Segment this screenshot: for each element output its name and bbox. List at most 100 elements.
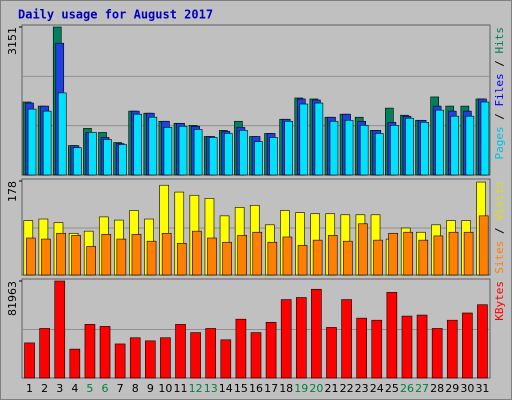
x-tick-label: 21 <box>324 382 338 395</box>
bar <box>71 235 81 276</box>
bar <box>373 239 383 276</box>
bar <box>388 232 398 276</box>
legend-separator: / <box>493 221 506 241</box>
chart-title: Daily usage for August 2017 <box>18 8 213 22</box>
bar <box>448 231 459 276</box>
bar <box>435 109 444 176</box>
bar <box>208 137 218 176</box>
bar <box>386 292 398 379</box>
bar <box>343 240 353 276</box>
x-tick-label: 30 <box>460 382 474 395</box>
bar <box>178 126 188 176</box>
bar <box>131 234 142 276</box>
bar <box>314 102 324 176</box>
bar <box>344 119 354 176</box>
bar <box>237 235 247 276</box>
bar <box>297 245 308 276</box>
bar <box>359 125 369 176</box>
bar <box>39 328 50 379</box>
bar <box>356 317 367 379</box>
bar <box>462 312 473 379</box>
x-tick-label: 6 <box>102 382 109 395</box>
bar <box>267 241 278 276</box>
bar <box>56 232 66 276</box>
bar <box>222 241 232 276</box>
x-tick-label: 25 <box>385 382 399 395</box>
bar <box>284 120 293 176</box>
x-tick-label: 8 <box>132 382 139 395</box>
bar <box>86 246 96 276</box>
bar <box>403 231 414 276</box>
bar <box>163 127 173 176</box>
x-tick-label: 26 <box>400 382 414 395</box>
bar <box>24 342 35 379</box>
bar <box>327 235 338 276</box>
x-tick-label: 9 <box>147 382 154 395</box>
bar <box>252 231 263 276</box>
bar <box>57 92 67 176</box>
bar <box>69 348 81 379</box>
x-tick-label: 12 <box>189 382 203 395</box>
bar <box>42 110 52 176</box>
bar <box>477 304 488 379</box>
legend-entry: Visits <box>493 181 506 221</box>
bar <box>239 130 248 176</box>
legend-separator: / <box>493 107 506 127</box>
bar <box>99 326 111 379</box>
bar <box>193 129 203 176</box>
bar <box>101 234 112 276</box>
bar <box>374 133 384 176</box>
legend-entry: Sites <box>493 241 506 274</box>
bar <box>129 337 141 379</box>
bar <box>192 230 202 276</box>
bar <box>420 122 429 176</box>
x-tick-label: 7 <box>117 382 124 395</box>
x-tick-label: 18 <box>279 382 293 395</box>
bar <box>176 243 187 276</box>
bar <box>73 147 82 176</box>
bar <box>418 239 429 276</box>
bar <box>280 299 292 379</box>
bar <box>175 324 186 379</box>
x-tick-label: 4 <box>71 382 78 395</box>
bar <box>254 141 263 176</box>
legend-entry: Pages <box>493 126 506 159</box>
bar <box>103 139 112 176</box>
x-tick-label: 2 <box>41 382 48 395</box>
y-tick-label: 3151 <box>6 27 19 55</box>
x-tick-label: 13 <box>204 382 218 395</box>
bar <box>465 115 475 176</box>
bar <box>371 319 383 379</box>
y-tick-label: 178 <box>6 181 19 202</box>
bar <box>446 319 458 379</box>
bar <box>295 297 307 379</box>
x-tick-label: 27 <box>415 382 429 395</box>
bar <box>84 324 96 379</box>
bar <box>312 239 323 276</box>
bar <box>146 240 157 276</box>
bar <box>329 120 339 176</box>
bar <box>405 117 414 176</box>
legend-entry: Hits <box>493 27 506 54</box>
bar <box>116 238 127 276</box>
x-tick-label: 22 <box>340 382 354 395</box>
x-tick-label: 11 <box>174 382 188 395</box>
bar <box>190 332 201 379</box>
bar <box>41 238 51 276</box>
legend-separator: / <box>493 54 506 74</box>
bar <box>54 280 66 379</box>
bar <box>224 133 233 176</box>
legend: Sites / Visits <box>493 181 506 274</box>
bar <box>161 232 172 276</box>
bar <box>114 343 126 379</box>
bar <box>88 132 97 176</box>
x-tick-label: 14 <box>219 382 233 395</box>
x-tick-label: 20 <box>309 382 323 395</box>
bar <box>311 288 322 379</box>
bar <box>282 236 293 276</box>
bar <box>207 237 217 276</box>
x-tick-label: 10 <box>158 382 172 395</box>
bar <box>250 332 262 379</box>
x-tick-label: 16 <box>249 382 263 395</box>
